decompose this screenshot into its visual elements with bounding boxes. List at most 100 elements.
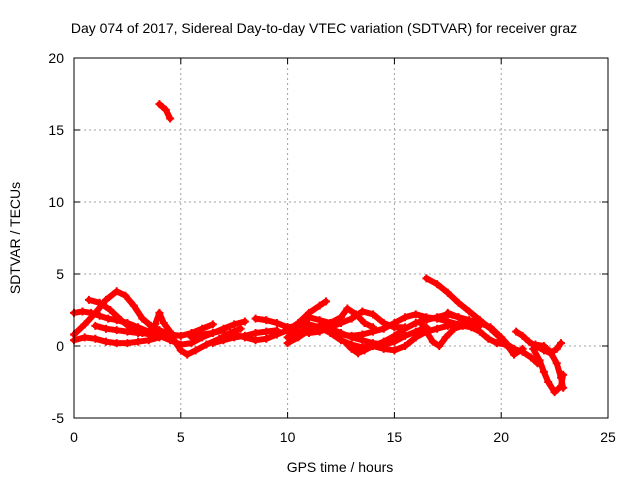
data-point — [144, 336, 153, 345]
data-point — [544, 378, 553, 386]
data-layer — [70, 100, 568, 397]
data-point — [304, 320, 313, 329]
data-point — [354, 349, 363, 358]
data-point — [176, 346, 185, 355]
data-point — [369, 342, 378, 350]
data-point — [208, 320, 217, 329]
y-tick-label: 10 — [48, 194, 64, 210]
data-point — [87, 308, 96, 317]
data-point — [166, 327, 175, 336]
data-point — [236, 324, 245, 333]
data-point — [552, 344, 561, 353]
data-point — [347, 314, 356, 323]
data-point — [272, 330, 281, 339]
data-point — [492, 339, 501, 348]
data-point — [78, 307, 87, 316]
y-tick-label: -5 — [52, 410, 65, 426]
data-point — [527, 353, 536, 362]
data-point — [106, 306, 115, 314]
data-point — [191, 346, 200, 355]
x-tick-label: 0 — [70, 429, 78, 445]
data-point — [503, 340, 512, 349]
data-point — [262, 327, 271, 336]
data-point — [208, 329, 217, 338]
data-point — [230, 330, 239, 339]
data-point — [155, 333, 164, 342]
data-point — [112, 287, 121, 296]
series-arc-9 — [230, 297, 331, 345]
data-point — [401, 324, 410, 333]
data-point — [326, 318, 335, 327]
data-point — [484, 334, 493, 343]
data-point — [379, 324, 388, 333]
data-point — [121, 291, 130, 300]
data-point — [390, 331, 399, 340]
data-point — [557, 373, 566, 382]
data-point — [401, 331, 410, 340]
data-point — [187, 333, 196, 342]
data-point — [465, 316, 474, 325]
data-point — [552, 359, 561, 368]
x-tick-label: 25 — [600, 429, 616, 445]
data-point — [272, 318, 281, 327]
y-tick-label: 15 — [48, 122, 64, 138]
x-tick-label: 15 — [387, 429, 403, 445]
data-point — [546, 347, 555, 356]
series-arc-7 — [187, 317, 249, 342]
data-point — [379, 344, 388, 353]
x-tick-label: 20 — [493, 429, 509, 445]
data-point — [219, 336, 228, 345]
data-point — [251, 336, 260, 345]
data-point — [347, 331, 356, 340]
data-point — [441, 333, 450, 342]
data-point — [219, 324, 228, 333]
series-arc-17 — [416, 317, 519, 355]
data-point — [95, 298, 104, 307]
data-point — [251, 314, 260, 323]
data-point — [326, 329, 335, 338]
data-point — [465, 307, 474, 316]
data-point — [531, 340, 540, 349]
data-point — [535, 356, 544, 365]
data-point — [369, 310, 378, 319]
data-point — [351, 310, 360, 319]
series-line — [231, 298, 329, 344]
data-point — [138, 314, 147, 323]
data-point — [360, 318, 369, 327]
data-point — [155, 100, 164, 109]
data-point — [102, 295, 111, 304]
data-point — [510, 344, 519, 353]
data-point — [283, 323, 292, 332]
data-point — [518, 347, 527, 356]
data-point — [486, 323, 495, 332]
data-point — [454, 313, 463, 322]
data-point — [467, 323, 476, 332]
data-point — [262, 316, 271, 325]
data-point — [315, 316, 324, 325]
data-point — [183, 350, 192, 359]
data-point — [134, 337, 143, 346]
chart-title: Day 074 of 2017, Sidereal Day-to-day VTE… — [71, 20, 577, 36]
y-tick-label: 5 — [56, 266, 64, 282]
axes: 0 5 10 15 20 25 -5 0 5 10 15 20 — [48, 50, 616, 445]
data-point — [144, 329, 153, 338]
data-point — [347, 344, 356, 353]
data-point — [369, 327, 378, 336]
data-point — [240, 317, 249, 326]
data-point — [433, 313, 442, 322]
data-point — [443, 321, 452, 330]
data-point — [151, 320, 160, 329]
series-line — [71, 308, 227, 348]
data-point — [512, 327, 521, 336]
data-point — [337, 313, 345, 322]
series-arc-6 — [155, 100, 175, 123]
series-arc-18 — [443, 308, 542, 368]
data-point — [428, 337, 437, 346]
data-point — [116, 316, 125, 325]
data-point — [458, 321, 467, 330]
x-tick-label: 5 — [177, 429, 185, 445]
data-point — [104, 314, 113, 323]
data-point — [240, 333, 249, 342]
y-tick-label: 20 — [48, 50, 64, 66]
